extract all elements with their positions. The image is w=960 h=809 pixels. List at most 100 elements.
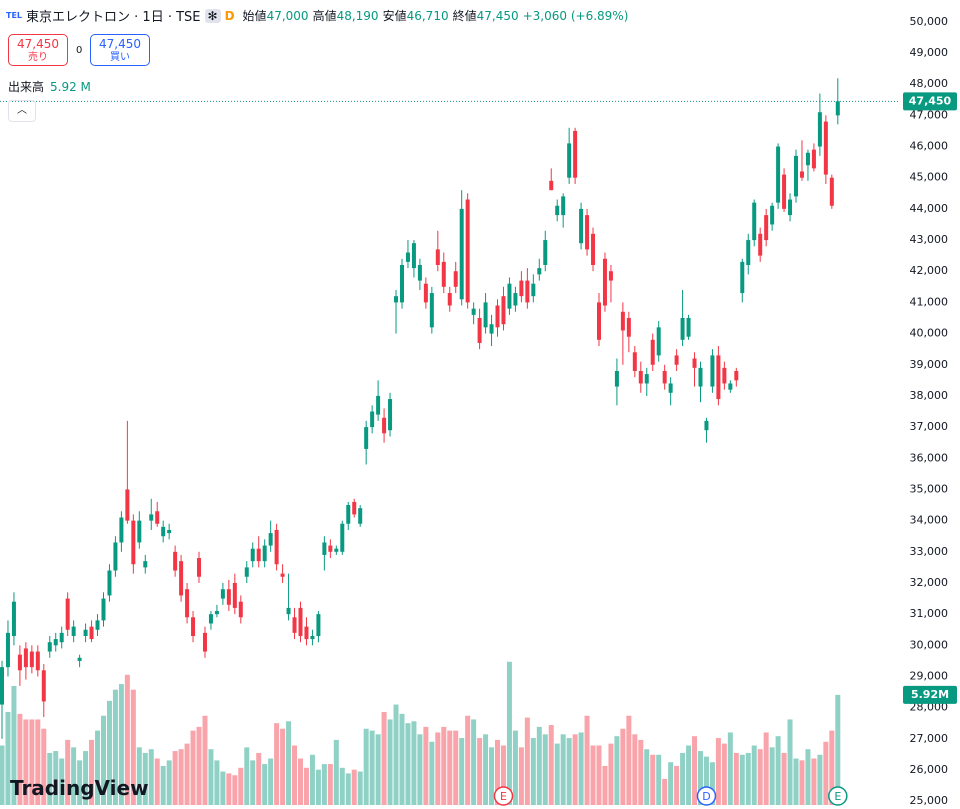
candle-body <box>537 268 542 275</box>
candle-body <box>692 358 697 368</box>
candle-body <box>805 152 810 166</box>
volume-bar <box>829 730 835 805</box>
volume-bar <box>262 764 268 805</box>
candle-body <box>710 355 715 387</box>
sell-price: 47,450 <box>17 37 59 51</box>
candle-body <box>561 196 566 216</box>
candle-body <box>197 558 202 577</box>
candle-body <box>597 302 601 340</box>
candle-body <box>83 629 88 636</box>
y-tick-label: 25,000 <box>910 794 949 807</box>
volume-bar <box>89 739 95 805</box>
volume-bar <box>662 778 668 805</box>
volume-bar <box>0 745 5 805</box>
volume-bar <box>83 751 89 805</box>
volume-bar <box>441 726 447 805</box>
volume-bar <box>11 685 17 805</box>
volume-bar <box>799 760 805 805</box>
volume-bar <box>715 738 721 805</box>
volume-bar <box>757 749 763 805</box>
volume-bar <box>178 749 184 805</box>
volume-bar <box>536 726 542 805</box>
candle-body <box>292 617 297 633</box>
volume-bar <box>506 661 512 805</box>
candle-body <box>417 264 422 281</box>
candle-body <box>799 171 804 178</box>
candle-body <box>411 243 416 269</box>
star-icon[interactable]: ✻ <box>204 8 221 23</box>
candle-body <box>764 215 769 241</box>
candle-body <box>608 271 613 281</box>
volume-bar <box>590 745 596 805</box>
candle-body <box>543 240 548 265</box>
candle-body <box>173 551 178 571</box>
volume-bar <box>518 747 524 805</box>
volume-bar <box>548 725 554 805</box>
candle-body <box>143 561 148 568</box>
candle-body <box>280 573 285 577</box>
candle-body <box>489 324 494 334</box>
volume-bar <box>745 752 751 805</box>
volume-label: 出来高 <box>8 80 45 94</box>
buy-button[interactable]: 47,450 買い <box>90 34 150 66</box>
volume-bar <box>584 715 590 805</box>
price-badge-bg <box>903 92 957 111</box>
event-marker <box>696 786 717 806</box>
volume-bar <box>787 719 793 805</box>
candle-body <box>47 642 52 652</box>
legend-value: 47,000 <box>266 9 309 23</box>
candle-body <box>656 327 661 356</box>
volume-bar <box>721 743 727 805</box>
candle-body <box>155 511 160 524</box>
y-tick-label: 28,000 <box>910 701 949 714</box>
volume-bar <box>674 765 680 805</box>
candle-body <box>167 529 172 534</box>
candle-body <box>256 548 261 562</box>
volume-bar <box>727 732 733 805</box>
volume-bar <box>17 713 23 805</box>
candle-body <box>244 567 249 577</box>
volume-bar <box>805 749 811 805</box>
volume-bar <box>71 747 77 805</box>
volume-bar <box>315 769 321 805</box>
volume-bar <box>453 730 459 805</box>
y-tick-label: 43,000 <box>910 233 949 246</box>
volume-bar <box>220 771 226 805</box>
y-tick-label: 32,000 <box>910 576 949 589</box>
candle-body <box>11 601 16 636</box>
candle-body <box>346 505 351 524</box>
candle-body <box>149 514 154 521</box>
event-label: D <box>702 790 710 803</box>
buy-price: 47,450 <box>99 37 141 51</box>
y-tick-label: 47,000 <box>910 108 949 121</box>
volume-bar <box>351 769 357 805</box>
candle-body <box>501 296 506 325</box>
symbol-title[interactable]: 東京エレクトロン · 1日 · TSE <box>26 10 201 25</box>
candle-body <box>95 620 100 630</box>
volume-bar <box>268 758 274 805</box>
y-tick-label: 35,000 <box>910 482 949 495</box>
volume-bar <box>393 704 399 805</box>
volume-bar <box>811 758 817 805</box>
candle-body <box>579 208 584 244</box>
candle-body <box>65 598 70 630</box>
volume-bar <box>524 717 530 805</box>
volume-bar <box>130 689 136 805</box>
logo[interactable]: TradingView <box>10 776 149 800</box>
legend-label: 安値 <box>382 9 407 23</box>
candle-body <box>358 508 363 524</box>
volume-bar <box>650 754 656 805</box>
volume-legend: 出来高 5.92 M <box>8 78 91 95</box>
volume-bar <box>465 715 471 805</box>
sell-button[interactable]: 47,450 売り <box>8 34 68 66</box>
candle-body <box>316 614 321 636</box>
volume-bar <box>697 751 703 805</box>
volume-bar <box>566 738 572 805</box>
collapse-button[interactable]: ︿ <box>8 100 36 122</box>
volume-bar <box>357 771 363 805</box>
volume-bar <box>232 775 238 805</box>
candle-body <box>399 264 404 303</box>
volume-bar <box>166 760 172 805</box>
candle-body <box>41 670 46 702</box>
